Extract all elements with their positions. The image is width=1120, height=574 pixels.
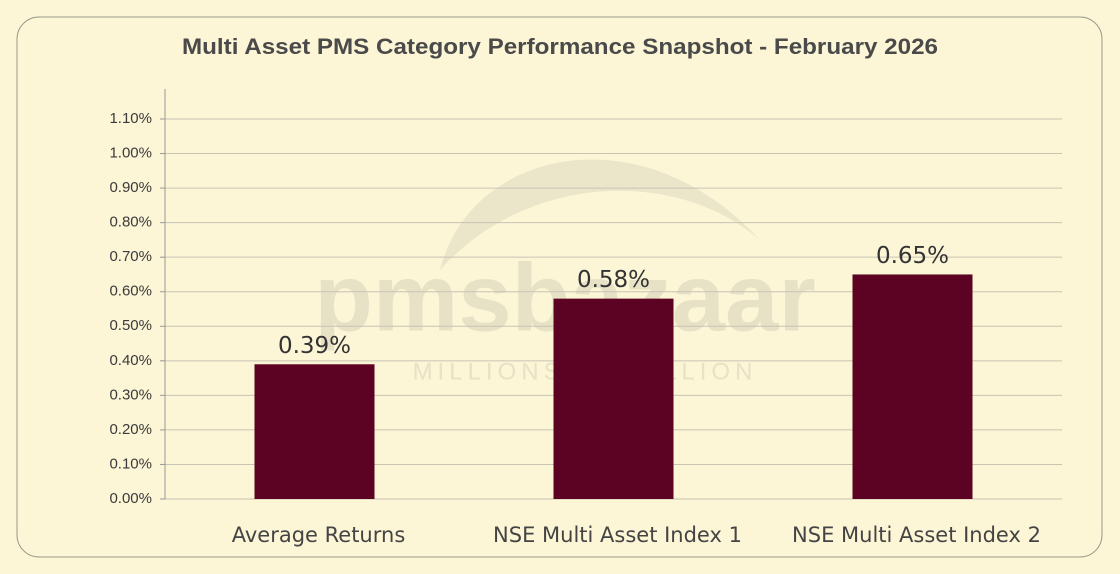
chart-title: Multi Asset PMS Category Performance Sna…: [182, 34, 938, 59]
y-tick-label: 0.50%: [109, 317, 152, 334]
y-tick-label: 0.20%: [109, 421, 152, 438]
watermark-swoosh: [440, 159, 760, 270]
y-tick-label: 0.40%: [109, 352, 152, 369]
x-tick-label: Average Returns: [232, 523, 406, 547]
value-label: 0.65%: [876, 243, 949, 269]
x-tick-label: NSE Multi Asset Index 1: [493, 523, 742, 547]
value-label: 0.39%: [278, 333, 351, 359]
y-tick-label: 0.60%: [109, 283, 152, 300]
y-tick-label: 1.10%: [109, 110, 152, 127]
y-tick-label: 0.10%: [109, 455, 152, 472]
y-tick-label: 0.00%: [109, 490, 152, 507]
y-tick-label: 0.90%: [109, 179, 152, 196]
y-tick-label: 0.70%: [109, 248, 152, 265]
bar: [852, 274, 973, 499]
bar: [254, 364, 375, 499]
bar: [553, 298, 674, 499]
x-tick-label: NSE Multi Asset Index 2: [792, 523, 1041, 547]
y-tick-label: 0.30%: [109, 386, 152, 403]
y-tick-label: 0.80%: [109, 214, 152, 231]
y-tick-label: 1.00%: [109, 145, 152, 162]
value-label: 0.58%: [577, 267, 650, 293]
